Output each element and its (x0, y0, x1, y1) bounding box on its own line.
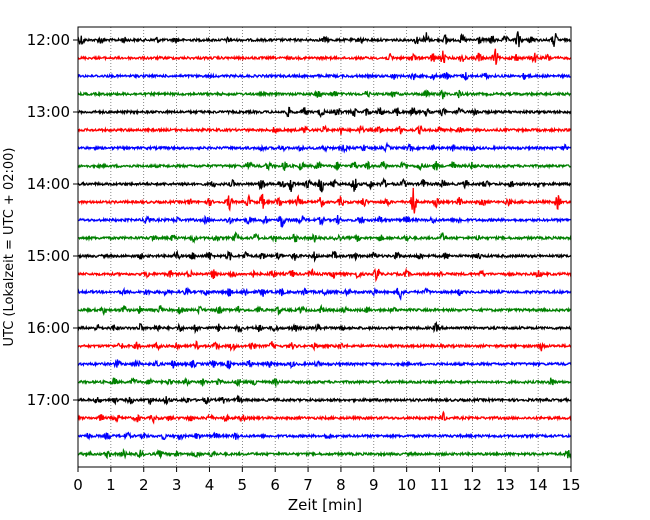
x-tick-label: 1 (106, 476, 116, 494)
trace-1745 (77, 448, 572, 460)
trace-1500 (77, 249, 572, 263)
seismogram-traces (77, 31, 572, 460)
trace-1230 (77, 71, 572, 81)
x-axis-label: Zeit [min] (288, 496, 362, 514)
x-tick-label: 15 (561, 476, 580, 494)
trace-1545 (77, 303, 572, 316)
trace-1430 (77, 214, 572, 229)
trace-1530 (77, 286, 572, 302)
trace-1245 (77, 88, 572, 100)
trace-1345 (77, 160, 572, 172)
trace-1200 (77, 31, 572, 48)
trace-1700 (77, 394, 572, 406)
trace-1730 (77, 431, 572, 441)
trace-1630 (77, 359, 572, 370)
x-tick-label: 5 (238, 476, 248, 494)
trace-1515 (77, 267, 572, 283)
x-tick-label: 0 (73, 476, 83, 494)
y-tick-label: 16:00 (27, 319, 70, 337)
x-tick-label: 3 (172, 476, 182, 494)
trace-1645 (77, 376, 572, 388)
trace-1330 (77, 141, 572, 154)
trace-1715 (77, 410, 572, 425)
trace-1215 (77, 48, 572, 65)
x-tick-label: 2 (139, 476, 149, 494)
trace-1315 (77, 124, 572, 135)
x-tick-label: 13 (496, 476, 515, 494)
trace-1600 (77, 320, 572, 335)
y-axis-ticks: 12:00 13:00 14:00 15:00 16:00 17:00 (27, 31, 78, 409)
plot-frame (77, 26, 572, 468)
trace-1615 (77, 340, 572, 352)
x-tick-label: 12 (463, 476, 482, 494)
y-tick-label: 13:00 (27, 103, 70, 121)
trace-1400 (77, 177, 572, 193)
x-tick-label: 10 (397, 476, 416, 494)
y-tick-label: 12:00 (27, 31, 70, 49)
x-tick-label: 7 (303, 476, 313, 494)
y-tick-label: 17:00 (27, 391, 70, 409)
y-axis-label: UTC (Lokalzeit = UTC + 02:00) (2, 148, 17, 347)
trace-1445 (77, 231, 572, 244)
trace-1415 (77, 187, 572, 214)
x-tick-label: 8 (336, 476, 346, 494)
grid-lines (110, 27, 539, 467)
x-tick-label: 11 (430, 476, 449, 494)
x-tick-label: 4 (205, 476, 215, 494)
y-tick-label: 15:00 (27, 247, 70, 265)
x-tick-label: 6 (270, 476, 280, 494)
x-tick-label: 14 (529, 476, 548, 494)
trace-1300 (77, 106, 572, 119)
y-tick-label: 14:00 (27, 175, 70, 193)
x-tick-label: 9 (369, 476, 379, 494)
x-axis-ticks: 0 1 2 3 4 5 6 7 8 9 10 11 12 13 14 15 (73, 467, 581, 494)
